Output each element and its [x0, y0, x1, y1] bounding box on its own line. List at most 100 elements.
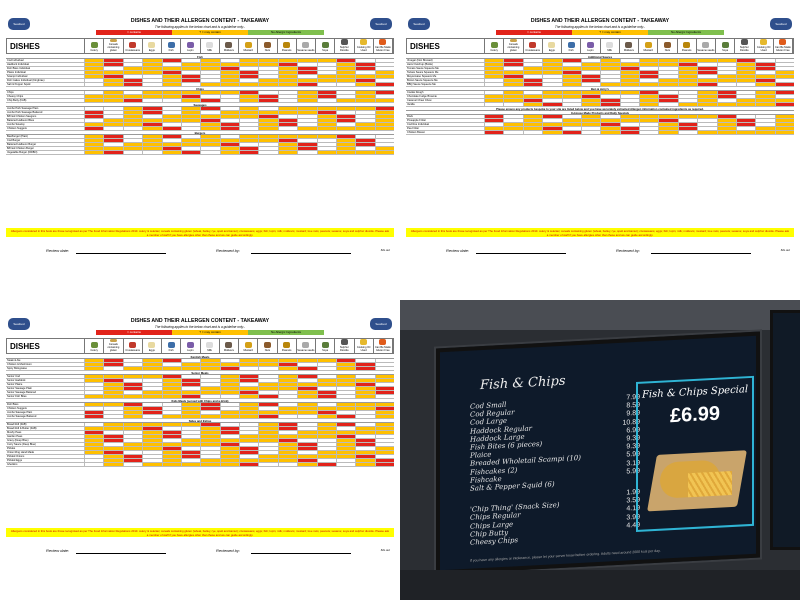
allergen-cell: [200, 383, 219, 386]
allergen-cell: [103, 67, 122, 70]
allergen-cell: [84, 147, 104, 150]
allergen-cell: [200, 387, 220, 390]
allergen-cell: [735, 115, 755, 118]
allergen-cell: [580, 79, 601, 82]
allergen-cell: [355, 383, 375, 386]
allergen-cell: [335, 431, 356, 434]
column-header: Celery: [85, 39, 105, 53]
legend: = contains? = may contain No Allergic Ing…: [496, 30, 724, 35]
allergen-cell: [180, 459, 200, 462]
allergen-cell: [142, 379, 161, 382]
allergen-cell: [600, 83, 620, 86]
allergen-cell: [619, 103, 639, 106]
allergen-cell: [755, 63, 775, 66]
allergen-cell: [374, 363, 394, 366]
allergen-cell: [316, 387, 336, 390]
allergen-cell: [258, 379, 277, 382]
allergen-cell: [658, 99, 678, 102]
allergen-cell: [219, 403, 239, 406]
allergen-cell: [180, 383, 201, 386]
allergen-cell: [542, 59, 562, 62]
allergen-cell: [161, 367, 181, 370]
allergen-cell: [258, 127, 278, 130]
allergen-cell: [219, 431, 239, 434]
allergen-cell: [219, 463, 239, 466]
allergen-cell: [755, 119, 774, 122]
allergen-cell: [258, 115, 278, 118]
allergen-cell: [180, 411, 201, 414]
allergen-cell: [84, 115, 104, 118]
allergen-cell: [316, 415, 336, 418]
allergen-cell: [219, 79, 239, 82]
allergen-cell: [503, 127, 523, 130]
allergen-cell: [297, 67, 317, 70]
allergen-cell: [200, 415, 220, 418]
allergen-cell: [200, 111, 219, 114]
dish-name: Chip Butty (FAB): [7, 99, 27, 102]
allergen-cell: [316, 63, 336, 66]
allergen-cell: [161, 143, 181, 146]
dish-name: Gravy (Deep Blue): [7, 439, 29, 442]
table-row: Chips: [6, 91, 394, 95]
allergen-cell: [335, 119, 356, 122]
table-row: Onion Ring Hand Made: [6, 451, 394, 455]
allergen-cell: [219, 451, 239, 454]
allergen-cell: [200, 367, 220, 370]
allergen-cell: [142, 139, 162, 142]
allergen-icon: [167, 42, 175, 48]
allergen-cell: [239, 67, 258, 70]
allergen-cell: [180, 83, 200, 86]
allergen-cell: [258, 59, 278, 62]
allergen-cell: [561, 71, 581, 74]
allergen-cell: [374, 107, 394, 110]
allergen-cell: [297, 75, 316, 78]
allergen-cell: [277, 151, 298, 154]
allergen-cell: [774, 67, 794, 70]
table-row: Senior Fish Bites: [6, 395, 394, 399]
column-label: Milk: [207, 49, 212, 52]
dish-name: Fish Bites Individual: [7, 67, 31, 70]
allergen-cell: [219, 363, 239, 366]
allergen-cell: [161, 83, 181, 86]
table-row: Jumbo Pork Sausage Battered: [6, 111, 394, 115]
column-header: Cereals containing gluten: [104, 39, 124, 53]
allergen-cell: [258, 363, 278, 366]
allergen-cell: [258, 75, 277, 78]
allergen-sheet-page-2: Seafood Seafood DISHES AND THEIR ALLERGEN …: [400, 0, 800, 300]
column-header: Sesame seeds: [297, 39, 316, 53]
allergen-cell: [180, 463, 201, 466]
allergen-cell: [774, 95, 794, 98]
allergen-cell: [277, 75, 298, 78]
allergen-icon: [321, 42, 329, 48]
allergen-cell: [142, 99, 161, 102]
allergen-cell: [200, 63, 220, 66]
column-label: Eggs: [548, 49, 555, 52]
allergen-cell: [219, 71, 239, 74]
allergen-cell: [122, 415, 143, 418]
allergen-cell: [335, 115, 356, 118]
allergen-cell: [200, 403, 220, 406]
allergen-cell: [200, 115, 220, 118]
allergen-cell: [142, 111, 162, 114]
allergen-cell: [103, 79, 123, 82]
allergen-cell: [122, 139, 142, 142]
allergen-cell: [658, 115, 678, 118]
allergen-cell: [122, 439, 142, 442]
allergen-cell: [142, 415, 161, 418]
allergen-cell: [561, 123, 581, 126]
table-row: Fish Bites Individual: [6, 67, 394, 71]
allergen-cell: [161, 139, 181, 142]
allergen-cell: [600, 115, 619, 118]
allergen-cell: [355, 367, 375, 370]
column-header: Nuts: [258, 39, 278, 53]
allergen-cell: [697, 95, 717, 98]
allergen-cell: [619, 127, 639, 130]
table-row: Garden Peas: [6, 435, 394, 439]
allergen-cell: [561, 67, 581, 70]
allergen-cell: [561, 131, 581, 134]
dish-name: Steak & Ale: [7, 359, 21, 362]
allergen-sheet-page-3: Seafood Seafood DISHES AND THEIR ALLERGEN …: [0, 300, 400, 600]
allergen-cell: [239, 95, 259, 98]
allergen-cell: [103, 91, 123, 94]
dish-name: Jumbo Sausage Battered: [7, 415, 37, 418]
